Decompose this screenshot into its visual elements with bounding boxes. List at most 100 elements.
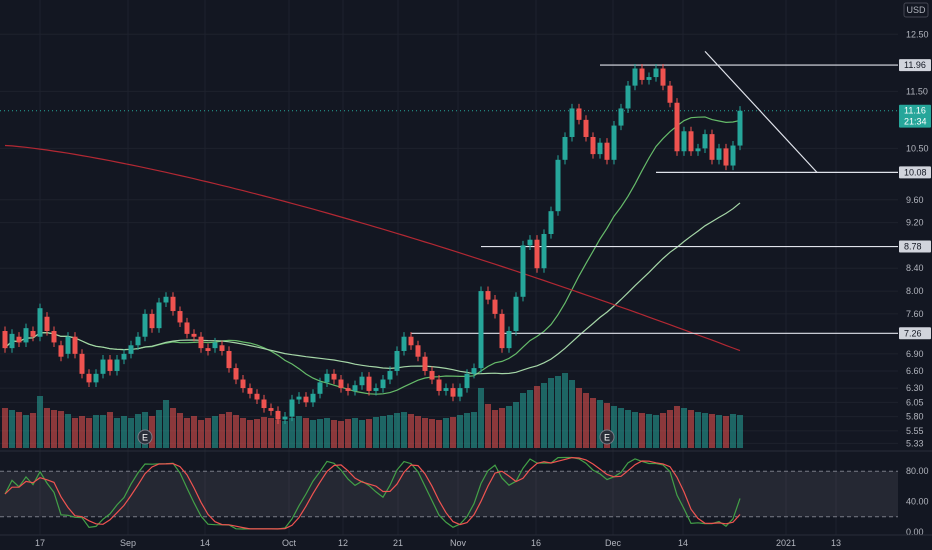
candle — [401, 332, 407, 356]
candle-body — [338, 379, 344, 389]
candle — [597, 138, 603, 159]
volume-bar — [478, 388, 484, 448]
candle — [366, 372, 372, 396]
volume-bar — [121, 416, 127, 448]
time-tick-label: 21 — [393, 538, 403, 548]
price-tick-label: 6.90 — [906, 349, 924, 359]
volume-bar — [128, 418, 134, 448]
price-axis[interactable]: 12.50 11.50 10.50 9.60 9.20 8.40 8.00 7.60 6.90 6… — [906, 29, 929, 448]
candle-body — [443, 388, 449, 391]
candle-body — [548, 211, 554, 234]
candle — [317, 377, 323, 399]
price-tick-label: 10.50 — [906, 143, 929, 153]
time-tick-label: 2021 — [776, 538, 796, 548]
price-tick-label: 8.40 — [906, 263, 924, 273]
candle-body — [702, 134, 708, 149]
candle — [310, 389, 316, 407]
volume-bar — [86, 418, 92, 448]
candle-body — [709, 134, 715, 160]
price-badge-label: 11.96 — [904, 60, 926, 70]
candle — [737, 106, 743, 151]
candle — [436, 374, 442, 396]
volume-bar — [9, 410, 15, 448]
candle-body — [667, 85, 673, 103]
candle — [674, 98, 680, 156]
candle — [667, 81, 673, 108]
candle — [79, 349, 85, 379]
candle — [72, 332, 78, 359]
volume-bar — [723, 416, 729, 448]
oscillator-band — [0, 471, 898, 517]
price-badge-label: 8.78 — [904, 242, 922, 252]
earnings-marker[interactable]: E — [599, 429, 615, 445]
candle-body — [233, 368, 239, 380]
volume-bar — [443, 418, 449, 448]
price-tick-label: 7.60 — [906, 309, 924, 319]
candle-body — [79, 353, 85, 374]
time-tick-label: Oct — [282, 538, 297, 548]
candle-body — [226, 350, 232, 369]
volume-bar — [240, 418, 246, 448]
time-tick-label: Dec — [605, 538, 622, 548]
volume-bar — [583, 393, 589, 448]
time-tick-label: 16 — [531, 538, 541, 548]
candle-body — [541, 234, 547, 269]
time-axis[interactable]: 17 Sep 14 Oct 12 21 Nov 16 Dec 14 2021 13 — [0, 534, 932, 548]
volume-bar — [233, 415, 239, 448]
candle — [212, 337, 218, 353]
candle-body — [499, 313, 505, 349]
volume-bar — [331, 420, 337, 448]
candle-body — [359, 376, 365, 386]
oscillator-tick-label: 40.00 — [906, 497, 929, 507]
support-resistance-levels[interactable] — [0, 64, 898, 334]
candle-body — [310, 393, 316, 403]
candle — [702, 129, 708, 153]
volume-bar — [170, 408, 176, 448]
volume-bar — [471, 412, 477, 448]
candle-body — [415, 345, 421, 357]
volume-bar — [632, 412, 638, 448]
candle-body — [254, 393, 260, 400]
candle-body — [583, 119, 589, 137]
volume-bar — [702, 413, 708, 448]
candle — [709, 129, 715, 165]
price-badge-label: 11.16 — [904, 106, 926, 116]
volume-bar — [289, 418, 295, 448]
currency-badge[interactable]: USD — [903, 2, 929, 18]
candle-body — [156, 302, 162, 329]
volume-bar — [611, 406, 617, 448]
trendline[interactable] — [704, 50, 818, 173]
candle-body — [107, 359, 113, 371]
candle-body — [170, 296, 176, 312]
candle — [324, 369, 330, 387]
stoch-k-line — [4, 456, 741, 530]
candle — [660, 63, 666, 91]
candle — [653, 63, 659, 82]
volume-bar — [177, 413, 183, 448]
descending-trendline[interactable] — [704, 50, 818, 173]
earnings-marker[interactable]: E — [137, 429, 153, 445]
volume-bar — [674, 406, 680, 448]
earnings-marker-label: E — [604, 433, 610, 443]
candle-body — [205, 348, 211, 351]
candle-body — [653, 68, 659, 78]
volume-bar — [464, 413, 470, 448]
candle-body — [366, 376, 372, 391]
candle-body — [93, 373, 99, 383]
candle-body — [737, 110, 743, 146]
volume-bar — [275, 420, 281, 448]
candle — [107, 354, 113, 376]
candle — [492, 295, 498, 319]
candle — [590, 132, 596, 159]
candle-body — [639, 68, 645, 80]
candle — [723, 143, 729, 171]
volume-bar — [135, 414, 141, 448]
candle-body — [485, 291, 491, 300]
candle — [604, 138, 610, 165]
candle — [331, 369, 337, 385]
volume-bar — [366, 419, 372, 448]
volume-bar — [93, 415, 99, 448]
volume-bar — [653, 415, 659, 448]
